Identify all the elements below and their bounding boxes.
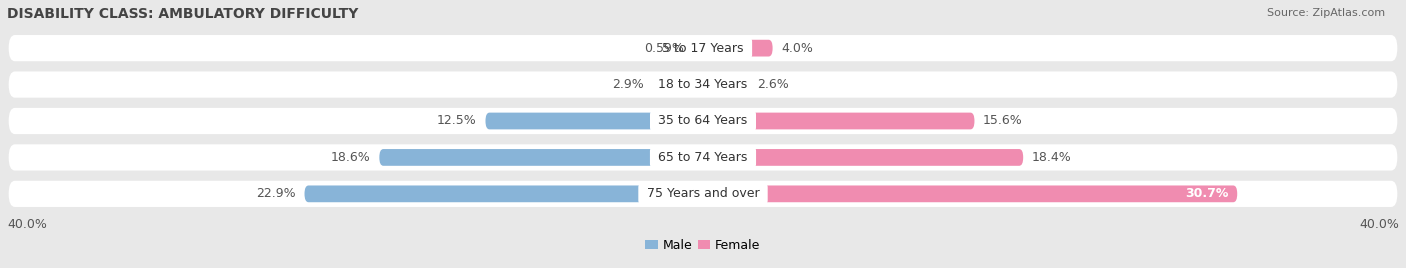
Text: 18 to 34 Years: 18 to 34 Years [654,78,752,91]
Text: 18.4%: 18.4% [1032,151,1071,164]
FancyBboxPatch shape [8,35,1398,61]
Text: 12.5%: 12.5% [437,114,477,128]
FancyBboxPatch shape [485,113,703,129]
Text: 40.0%: 40.0% [1360,218,1399,230]
Text: 0.59%: 0.59% [644,42,685,55]
Text: DISABILITY CLASS: AMBULATORY DIFFICULTY: DISABILITY CLASS: AMBULATORY DIFFICULTY [7,7,359,21]
FancyBboxPatch shape [380,149,703,166]
FancyBboxPatch shape [693,40,703,57]
FancyBboxPatch shape [703,113,974,129]
Legend: Male, Female: Male, Female [641,234,765,257]
Text: 2.6%: 2.6% [756,78,789,91]
FancyBboxPatch shape [305,185,703,202]
FancyBboxPatch shape [8,144,1398,170]
Text: 40.0%: 40.0% [7,218,46,230]
Text: 75 Years and over: 75 Years and over [643,187,763,200]
Text: Source: ZipAtlas.com: Source: ZipAtlas.com [1267,8,1385,18]
FancyBboxPatch shape [703,76,748,93]
Text: 18.6%: 18.6% [330,151,371,164]
FancyBboxPatch shape [8,72,1398,98]
Text: 65 to 74 Years: 65 to 74 Years [654,151,752,164]
FancyBboxPatch shape [703,185,1237,202]
Text: 35 to 64 Years: 35 to 64 Years [654,114,752,128]
Text: 15.6%: 15.6% [983,114,1024,128]
Text: 22.9%: 22.9% [256,187,295,200]
Text: 5 to 17 Years: 5 to 17 Years [658,42,748,55]
FancyBboxPatch shape [8,108,1398,134]
FancyBboxPatch shape [703,40,773,57]
FancyBboxPatch shape [703,149,1024,166]
FancyBboxPatch shape [8,181,1398,207]
Text: 4.0%: 4.0% [782,42,813,55]
Text: 2.9%: 2.9% [612,78,644,91]
Text: 30.7%: 30.7% [1185,187,1229,200]
FancyBboxPatch shape [652,76,703,93]
